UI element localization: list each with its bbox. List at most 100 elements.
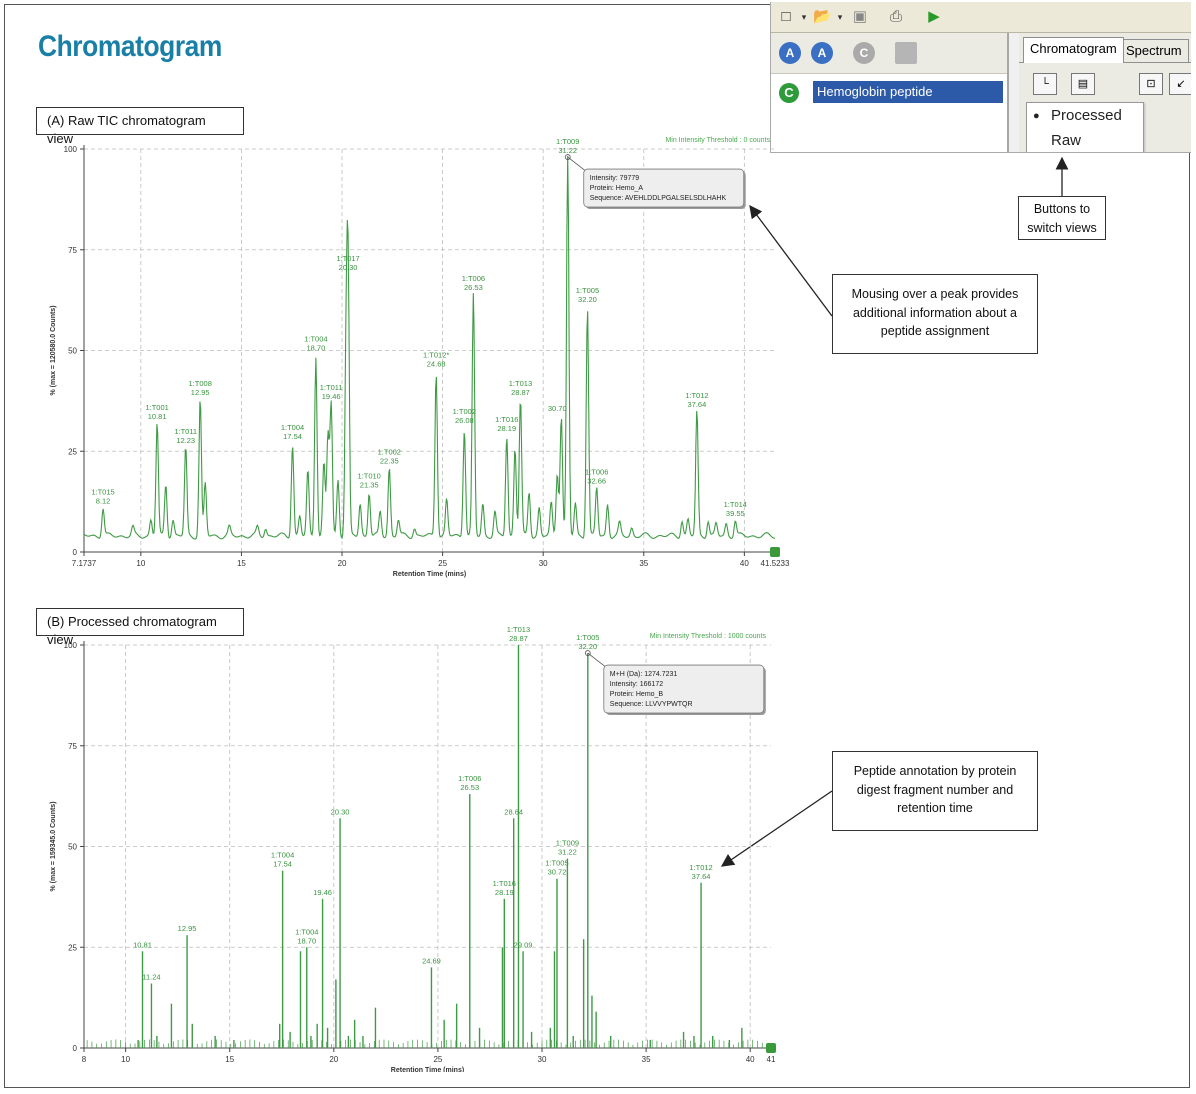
raw-tic-chart: 0 25 50 75 100 7.1737 10 15 20 25 30 35 40 41.5233 Ret… [50, 137, 790, 578]
peak-rt-label: 37.64 [692, 872, 711, 881]
chevron-down-icon[interactable]: ▾ [837, 12, 843, 22]
x-axis-label: Retention Time (mins) [393, 571, 466, 578]
x-tick-label: 20 [338, 559, 347, 568]
y-tick-label: 0 [73, 1044, 78, 1053]
peak-id-label: 1:T013 [507, 625, 530, 634]
end-marker [770, 547, 780, 557]
y-tick-label: 75 [68, 246, 77, 255]
x-tick-label: 41 [767, 1055, 776, 1064]
peak-id-label: 1:T004 [281, 423, 304, 432]
peak-rt-label: 20.30 [339, 263, 358, 272]
peak-id-label: 1:T014 [724, 500, 747, 509]
threshold-label: Min Intensity Threshold : 0 counts [665, 137, 770, 144]
peak-rt-label: 28.87 [511, 388, 530, 397]
peak-rt-label: 31.22 [558, 146, 577, 155]
callout-annotation: Peptide annotation by protein digest fra… [832, 751, 1038, 831]
peak-id-label: 1:T008 [189, 379, 212, 388]
x-tick-label: 35 [642, 1055, 651, 1064]
y-tick-label: 100 [64, 641, 78, 650]
peak-rt-label: 17.54 [273, 860, 292, 869]
y-tick-label: 0 [73, 548, 78, 557]
unzoom-button[interactable]: ↙ [1169, 73, 1191, 95]
peak-rt-label: 26.08 [455, 416, 474, 425]
end-marker [766, 1043, 776, 1053]
peak-id-label: 1:T006 [458, 774, 481, 783]
peak-rt-label: 20.30 [331, 807, 350, 816]
callout-line: switch views [1027, 220, 1097, 235]
y-tick-label: 50 [68, 347, 77, 356]
peak-id-label: 1:T012* [423, 351, 449, 360]
peak-rt-label: 32.20 [578, 295, 597, 304]
x-axis-label: Retention Time (mins) [391, 1067, 464, 1072]
tab-chromatogram[interactable]: Chromatogram [1023, 37, 1124, 63]
compound-icon[interactable]: C [853, 42, 875, 64]
processed-chart: 0 25 50 75 100 8 10 15 20 25 30 35 40 41 Retention Tim… [50, 625, 776, 1072]
peak-rt-label: 19.46 [313, 888, 332, 897]
peak-rt-label: 30.70 [548, 404, 567, 413]
run-icon[interactable]: ▶ [928, 8, 940, 25]
tab-spectrum[interactable]: Spectrum [1119, 39, 1189, 63]
peak-rt-label: 18.70 [306, 344, 325, 353]
peak-id-label: 1:T012 [685, 391, 708, 400]
tooltip-line: M+H (Da): 1274.7231 [610, 671, 678, 678]
callout-line: peptide assignment [880, 324, 990, 338]
peak-rt-label: 32.66 [587, 477, 606, 486]
tooltip-line: Intensity: 166172 [610, 681, 663, 688]
left-pane: A A C C Hemoglobin peptide [771, 33, 1009, 152]
y-tick-label: 50 [68, 843, 77, 852]
y-tick-label: 25 [68, 943, 77, 952]
peak-id-label: 1:T016 [493, 879, 516, 888]
add-analysis-icon[interactable]: A [779, 42, 801, 64]
peak-rt-label: 10.81 [148, 412, 167, 421]
peak-id-label: 1:T002 [453, 407, 476, 416]
folder-icon[interactable] [895, 42, 917, 64]
save-icon[interactable]: ▣ [852, 8, 868, 25]
peak-rt-label: 21.35 [360, 481, 379, 490]
menu-item-label: Processed [1051, 107, 1122, 124]
peak-id-label: 1:T015 [91, 488, 114, 497]
peak-rt-label: 28.19 [497, 424, 516, 433]
peak-id-label: 1:T006 [462, 274, 485, 283]
panel-b-label: (B) Processed chromatogram view [36, 608, 244, 647]
chevron-down-icon[interactable]: ▾ [801, 12, 807, 22]
menu-item-processed[interactable]: ● Processed [1033, 105, 1141, 127]
peak-rt-label: 17.54 [283, 432, 302, 441]
callout-line: additional information about a [852, 305, 1017, 320]
chromatogram-view-button[interactable]: └ [1033, 73, 1057, 95]
spectrum-view-button[interactable]: ▤ [1071, 73, 1095, 95]
y-axis-label: % (max = 159345.0 Counts) [50, 801, 57, 891]
peak-rt-label: 11.24 [142, 973, 160, 982]
peak-rt-label: 8.12 [96, 497, 111, 506]
callout-switch-views: Buttons to switch views [1018, 196, 1106, 240]
tree-item-hemoglobin[interactable]: C Hemoglobin peptide [779, 81, 1004, 103]
callout-line: digest fragment number and [856, 782, 1014, 797]
new-file-icon[interactable]: □ [781, 8, 791, 25]
print-icon[interactable]: ⎙ [889, 8, 902, 25]
x-tick-label: 41.5233 [761, 559, 790, 568]
zoom-button[interactable]: ⊡ [1139, 73, 1163, 95]
analysis-icon[interactable]: A [811, 42, 833, 64]
peak-rt-label: 29.09 [514, 940, 533, 949]
page-title: Chromatogram [38, 30, 222, 63]
x-tick-label: 30 [538, 1055, 547, 1064]
x-tick-label: 20 [329, 1055, 338, 1064]
peak-rt-label: 37.64 [687, 400, 706, 409]
callout-line: Mousing over a peak provides [851, 287, 1019, 301]
threshold-label: Min Intensity Threshold : 1000 counts [650, 633, 767, 640]
y-axis-label: % (max = 120580.0 Counts) [50, 305, 57, 395]
tooltip-line: Protein: Hemo_A [590, 185, 644, 192]
selected-bullet-icon: ● [1033, 110, 1040, 123]
compound-icon: C [779, 83, 799, 103]
menu-item-raw[interactable]: Raw [1033, 130, 1141, 152]
tooltip-leader [587, 652, 607, 668]
peak-id-label: 1:T002 [378, 447, 401, 456]
y-tick-label: 100 [64, 145, 78, 154]
x-tick-label: 15 [237, 559, 246, 568]
x-tick-label: 10 [121, 1055, 130, 1064]
peak-id-label: 1:T011 [174, 427, 197, 436]
peak-id-label: 1:T013 [509, 379, 532, 388]
open-folder-icon[interactable]: 📂 [813, 8, 832, 25]
peak-rt-label: 32.20 [578, 642, 597, 651]
x-tick-label: 15 [225, 1055, 234, 1064]
peak-id-label: 1:T016 [495, 415, 518, 424]
